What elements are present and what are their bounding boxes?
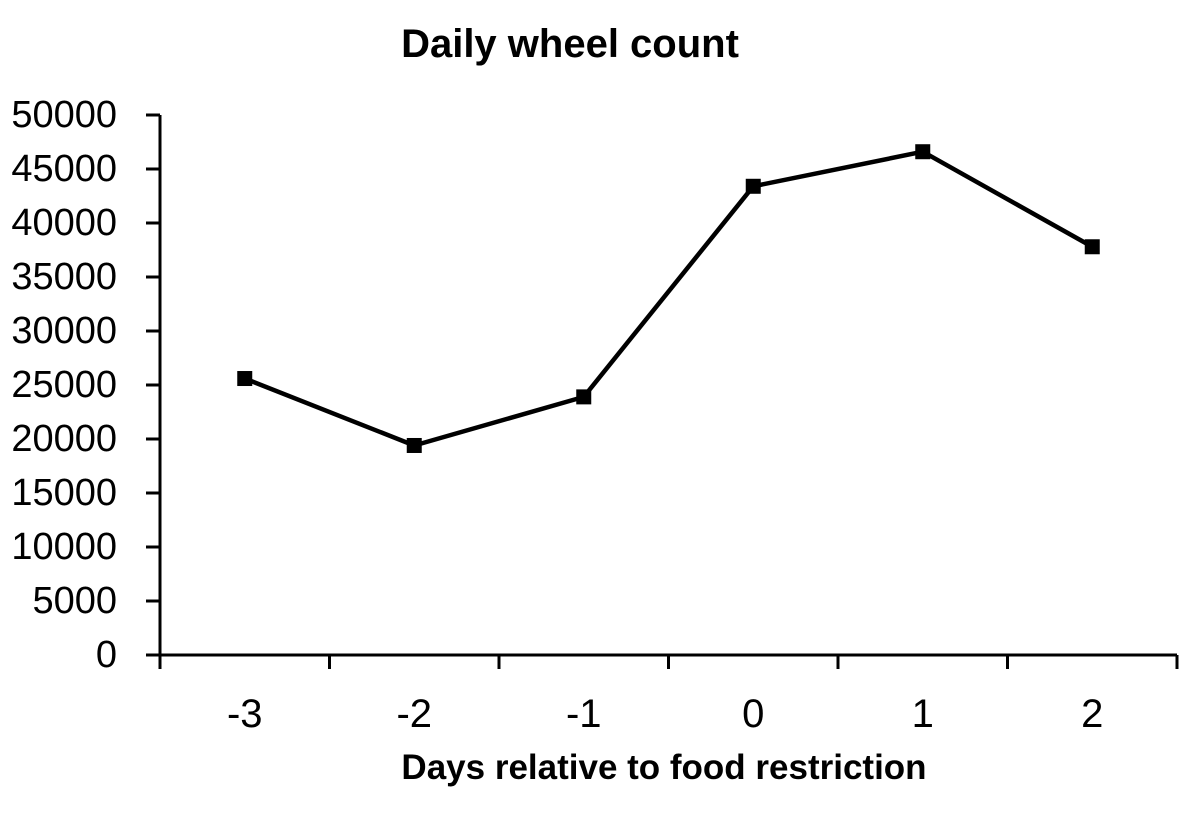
y-axis-tick-label: 20000: [11, 418, 117, 460]
data-point-marker: [406, 437, 422, 453]
y-axis-tick-label: 30000: [11, 310, 117, 352]
y-axis-tick-label: 45000: [11, 148, 117, 190]
data-point-marker: [237, 371, 253, 387]
y-axis-tick-label: 15000: [11, 472, 117, 514]
x-axis-tick-label: -3: [227, 692, 263, 736]
y-axis-tick-label: 25000: [11, 364, 117, 406]
x-axis-tick-label: 1: [912, 692, 934, 736]
y-axis-tick-label: 10000: [11, 526, 117, 568]
series-line: [243, 149, 1094, 448]
data-point-marker: [576, 389, 592, 405]
data-point-marker: [745, 178, 761, 194]
y-axis-tick-label: 0: [96, 634, 117, 676]
y-axis-tick-label: 50000: [11, 94, 117, 136]
chart-title: Daily wheel count: [401, 22, 739, 66]
y-axis-tick-label: 5000: [32, 580, 117, 622]
x-axis-tick-label: 0: [742, 692, 764, 736]
data-point-marker: [1084, 239, 1100, 255]
x-axis-title: Days relative to food restriction: [401, 748, 927, 787]
x-axis-tick-label: -2: [396, 692, 432, 736]
y-axis-tick-label: 35000: [11, 256, 117, 298]
y-axis-tick-label: 40000: [11, 202, 117, 244]
data-point-marker: [915, 144, 931, 160]
x-axis-tick-label: -1: [566, 692, 602, 736]
x-axis-tick-label: 2: [1081, 692, 1103, 736]
